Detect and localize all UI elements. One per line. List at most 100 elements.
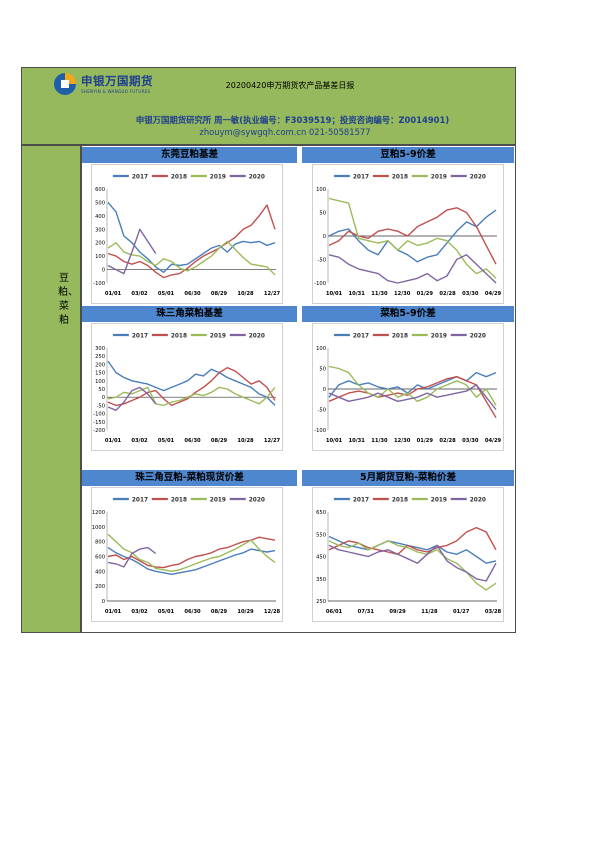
x-tick-label: 10/29 — [237, 609, 254, 615]
y-tick-label: 50 — [319, 211, 326, 217]
x-tick-label: 01/01 — [105, 609, 122, 615]
legend-label-2017: 2017 — [132, 334, 148, 340]
x-tick-label: 11/30 — [371, 438, 388, 444]
chart-title-c4: 菜粕5-9价差 — [302, 306, 514, 322]
x-tick-label: 03/02 — [131, 438, 148, 444]
y-tick-label: 400 — [95, 214, 105, 220]
analyst-contact: zhouym@sywgqh.com.cn 021-50581577 — [199, 127, 371, 137]
chart-svg-c4: 2017 2018 2019 2020 -100 -50 0 50 100 10/01 10/31 1… — [314, 334, 501, 445]
legend: 2017 2018 2019 2020 — [333, 175, 486, 181]
series-line-2020 — [328, 384, 497, 410]
y-tick-label: 550 — [316, 532, 326, 538]
legend-label-2018: 2018 — [392, 334, 408, 340]
chart-c5: 2017 2018 2019 2020 0 200 400 600 800 1000 1200 01/… — [91, 487, 283, 622]
y-tick-label: 400 — [95, 569, 105, 575]
y-tick-label: -100 — [314, 281, 326, 287]
series-line-2019 — [328, 365, 497, 406]
x-tick-label: 04/29 — [485, 291, 502, 297]
series-line-2017 — [107, 547, 276, 576]
x-tick-label: 01/01 — [105, 291, 122, 297]
x-tick-label: 01/27 — [453, 609, 470, 615]
chart-title-c6: 5月期货豆粕-菜粕价差 — [302, 470, 514, 486]
x-tick-label: 05/01 — [158, 438, 175, 444]
x-tick-label: 02/28 — [439, 291, 456, 297]
report-title: 20200420申万期货农产品基差日报 — [225, 81, 355, 90]
legend: 2017 2018 2019 2020 — [112, 498, 265, 504]
y-tick-label: 150 — [95, 371, 105, 377]
series-line-2020 — [328, 544, 497, 582]
x-tick-label: 01/01 — [105, 438, 122, 444]
y-tick-label: -50 — [318, 258, 326, 264]
x-tick-label: 10/31 — [349, 438, 366, 444]
chart-title-c1: 东莞豆粕基差 — [82, 147, 297, 163]
legend-label-2020: 2020 — [249, 175, 265, 181]
chart-title-c2: 豆粕5-9价差 — [302, 147, 514, 163]
analyst-info: 申银万国期货研究所 周一敏(执业编号：F3039519；投资咨询编号：Z0014… — [135, 115, 450, 125]
legend-label-2018: 2018 — [171, 334, 187, 340]
y-tick-label: 0 — [323, 234, 326, 240]
chart-svg-c2: 2017 2018 2019 2020 -100 -50 0 50 100 10/01 10/31 1… — [314, 175, 502, 298]
chart-title-c3: 珠三角菜粕基差 — [82, 306, 297, 322]
x-tick-label: 06/30 — [184, 438, 201, 444]
legend-label-2020: 2020 — [470, 334, 486, 340]
legend-label-2019: 2019 — [431, 175, 447, 181]
legend: 2017 2018 2019 2020 — [333, 498, 486, 504]
header-band — [21, 67, 516, 145]
x-tick-label: 03/28 — [485, 609, 502, 615]
legend-label-2020: 2020 — [249, 498, 265, 504]
chart-c6: 2017 2018 2019 2020 250 350 450 550 650 06/01 07/3… — [312, 487, 504, 622]
x-tick-label: 01/29 — [417, 438, 434, 444]
x-tick-label: 12/30 — [394, 291, 411, 297]
y-tick-label: 50 — [319, 367, 326, 373]
legend: 2017 2018 2019 2020 — [112, 334, 265, 340]
x-tick-label: 08/29 — [211, 438, 228, 444]
series-line-2018 — [328, 207, 497, 265]
legend-label-2017: 2017 — [132, 498, 148, 504]
series-line-2020 — [107, 546, 157, 568]
y-tick-label: 0 — [102, 599, 105, 605]
y-tick-label: 50 — [98, 387, 105, 393]
company-logo-icon — [54, 73, 76, 95]
y-tick-label: 600 — [95, 555, 105, 561]
y-tick-label: 500 — [95, 200, 105, 206]
y-tick-label: 100 — [95, 379, 105, 385]
legend-label-2017: 2017 — [353, 175, 369, 181]
x-tick-label: 03/02 — [131, 609, 148, 615]
series-line-2020 — [107, 228, 157, 275]
chart-svg-c3: 2017 2018 2019 2020 -200 -150 -100 -50 0 50 100 150… — [93, 334, 280, 445]
series-line-2019 — [107, 240, 276, 276]
y-tick-label: 250 — [316, 599, 326, 605]
legend-label-2019: 2019 — [431, 334, 447, 340]
y-tick-label: 300 — [95, 227, 105, 233]
y-tick-label: -50 — [97, 403, 105, 409]
chart-c1: 2017 2018 2019 2020 -100 0 100 200 300 400 500 600 0… — [91, 164, 283, 304]
y-tick-label: 250 — [95, 354, 105, 360]
legend-label-2018: 2018 — [392, 498, 408, 504]
x-tick-label: 12/30 — [394, 438, 411, 444]
y-tick-label: 1000 — [92, 525, 105, 531]
y-tick-label: 100 — [95, 254, 105, 260]
legend-label-2017: 2017 — [132, 175, 148, 181]
legend-label-2018: 2018 — [171, 175, 187, 181]
series-line-2018 — [328, 526, 497, 556]
chart-c3: 2017 2018 2019 2020 -200 -150 -100 -50 0 50 100 150… — [91, 323, 283, 451]
y-tick-label: 300 — [95, 346, 105, 352]
y-tick-label: -200 — [93, 428, 105, 434]
y-tick-label: 200 — [95, 362, 105, 368]
x-tick-label: 05/01 — [158, 291, 175, 297]
y-tick-label: 200 — [95, 584, 105, 590]
legend-label-2017: 2017 — [353, 334, 369, 340]
series-line-2020 — [107, 386, 157, 412]
y-tick-label: 600 — [95, 187, 105, 193]
y-tick-label: 0 — [102, 268, 105, 274]
x-tick-label: 10/31 — [349, 291, 366, 297]
legend-label-2019: 2019 — [431, 498, 447, 504]
y-tick-label: 350 — [316, 577, 326, 583]
y-tick-label: 800 — [95, 540, 105, 546]
y-tick-label: 200 — [95, 241, 105, 247]
legend-label-2020: 2020 — [249, 334, 265, 340]
x-tick-label: 06/01 — [326, 609, 343, 615]
legend-label-2020: 2020 — [470, 175, 486, 181]
series-line-2017 — [107, 201, 276, 274]
company-logo-subtitle: SHENYIN & WANGUO FUTURES — [81, 89, 151, 94]
